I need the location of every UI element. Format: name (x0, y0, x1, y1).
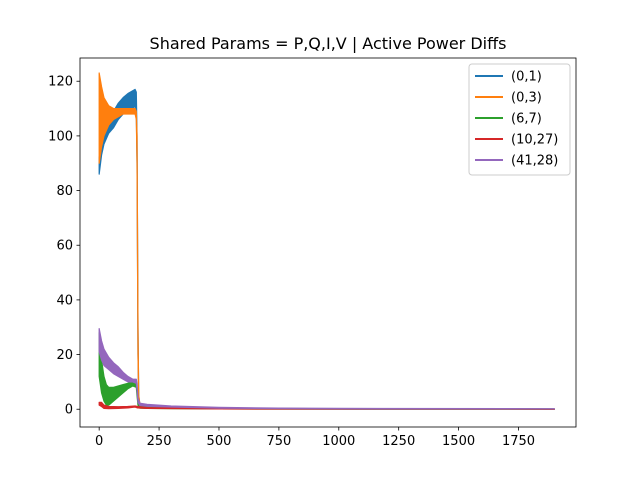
x-tick-label: 750 (266, 434, 291, 449)
y-tick-label: 100 (48, 129, 73, 144)
legend-label: (6,7) (511, 112, 542, 127)
legend: (0,1) (0,3) (6,7) (10,27) (41,28) (468, 63, 571, 176)
legend-label: (0,3) (511, 91, 542, 106)
y-tick-label: 0 (65, 403, 73, 418)
y-tick-label: 120 (48, 75, 73, 90)
x-tick-label: 1250 (382, 434, 415, 449)
x-tick-label: 250 (147, 434, 172, 449)
x-tick-label: 500 (207, 434, 232, 449)
series-band-4 (98, 328, 556, 410)
x-tick-label: 1500 (442, 434, 475, 449)
y-tick-label: 80 (56, 184, 73, 199)
axes: 0 250 500 750 1000 1250 1500 1750 0 20 40 60 80 100 12… (48, 57, 577, 449)
legend-label: (41,28) (511, 154, 558, 169)
legend-box (468, 63, 571, 176)
y-tick-label: 40 (56, 293, 73, 308)
y-tick-label: 60 (56, 239, 73, 254)
legend-label: (0,1) (511, 70, 542, 85)
axes-frame (79, 57, 577, 428)
legend-label: (10,27) (511, 133, 558, 148)
plot-area (98, 72, 556, 410)
x-tick-label: 1750 (502, 434, 535, 449)
x-tick-label: 1000 (322, 434, 355, 449)
y-tick-label: 20 (56, 348, 73, 363)
chart-title: Shared Params = P,Q,I,V | Active Power D… (150, 34, 507, 53)
x-tick-label: 0 (95, 434, 103, 449)
